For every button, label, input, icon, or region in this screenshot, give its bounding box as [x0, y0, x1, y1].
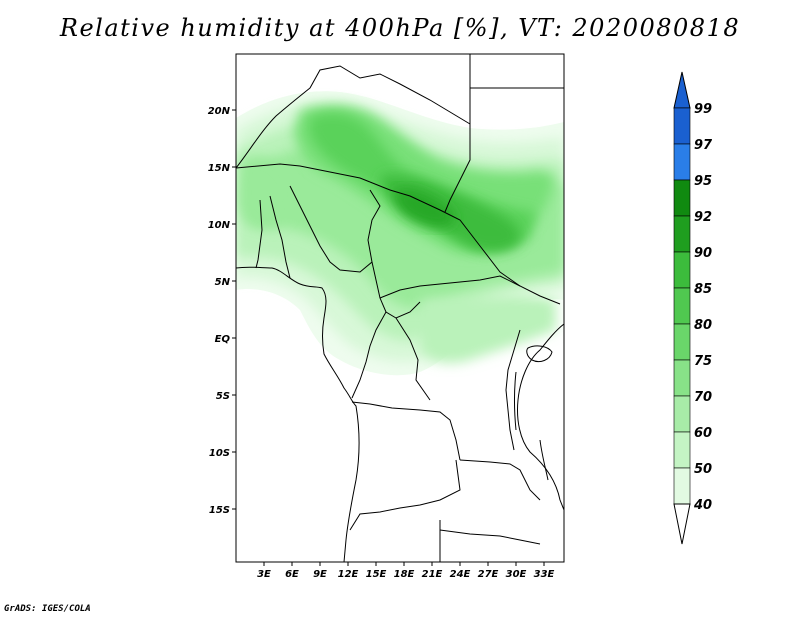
lon-label-21e: 21E [422, 569, 443, 580]
border-west-2 [269, 195, 291, 279]
humidity-shading [236, 91, 564, 376]
east-africa-coast [517, 323, 564, 511]
colorbar-label-85: 85 [694, 282, 712, 297]
colorbar-seg-60 [673, 431, 691, 469]
lon-label-6e: 6E [285, 569, 299, 580]
border-north-3 [444, 124, 471, 213]
colorbar-seg-90 [673, 251, 691, 289]
colorbar-top-arrow [673, 71, 691, 109]
colorbar-label-90: 90 [694, 246, 712, 261]
colorbar-seg-92 [673, 215, 691, 253]
lat-label-20n: 20N [208, 106, 231, 117]
lake-victoria [526, 345, 553, 363]
border-angola-east [349, 459, 461, 531]
colorbar-label-60: 60 [694, 426, 712, 441]
colorbar-seg-70 [673, 395, 691, 433]
border-sahel-west [236, 163, 371, 183]
border-north-1 [236, 65, 471, 169]
lon-label-9e: 9E [313, 569, 327, 580]
colorbar-seg-99 [673, 107, 691, 145]
colorbar-label-40: 40 [693, 498, 712, 513]
lon-label-3e: 3E [257, 569, 271, 580]
grads-credit: GrADS: IGES/COLA [4, 604, 91, 614]
colorbar-seg-80 [673, 323, 691, 361]
lat-label-eq: EQ [215, 334, 231, 345]
colorbar: 99 97 95 92 90 85 80 75 70 60 50 40 [673, 71, 713, 545]
lon-label-27e: 27E [478, 569, 499, 580]
lon-label-12e: 12E [338, 569, 359, 580]
colorbar-label-50: 50 [694, 462, 712, 477]
lon-label-24e: 24E [450, 569, 471, 580]
colorbar-seg-95 [673, 179, 691, 217]
lat-label-5n: 5N [215, 277, 231, 288]
colorbar-seg-50 [673, 467, 691, 505]
lake-malawi [539, 439, 549, 481]
lon-label-15e: 15E [366, 569, 387, 580]
border-drc-east [505, 329, 521, 451]
lat-axis: 20N 15N 10N 5N EQ 5S 10S 15S [208, 106, 236, 516]
border-angola-north [351, 401, 461, 461]
colorbar-label-99: 99 [694, 102, 712, 117]
lon-label-18e: 18E [394, 569, 415, 580]
colorbar-seg-85 [673, 287, 691, 325]
humidity-90-region [394, 188, 455, 227]
lon-label-33e: 33E [534, 569, 555, 580]
lake-tanganyika [514, 371, 517, 431]
border-west-1 [255, 199, 263, 269]
border-congo-1 [351, 311, 387, 399]
border-congo-2 [395, 317, 431, 401]
lat-label-10n: 10N [208, 220, 231, 231]
colorbar-label-97: 97 [694, 138, 713, 153]
map-frame [235, 53, 565, 563]
border-sahel-east [369, 181, 561, 305]
colorbar-seg-75 [673, 359, 691, 397]
border-nigeria [289, 185, 381, 273]
colorbar-label-75: 75 [694, 354, 712, 369]
humidity-tail-region [420, 295, 556, 364]
colorbar-bottom-arrow [673, 503, 691, 545]
lon-label-30e: 30E [506, 569, 527, 580]
border-car [379, 275, 521, 299]
map-title: Relative humidity at 400hPa [%], VT: 202… [59, 14, 741, 42]
lat-label-10s: 10S [209, 448, 230, 459]
lat-label-5s: 5S [216, 391, 230, 402]
lon-axis: 3E 6E 9E 12E 15E 18E 21E 24E 27E 30E 33E [257, 562, 555, 580]
border-south-2 [439, 529, 541, 545]
border-zambia [459, 459, 541, 501]
colorbar-label-70: 70 [694, 390, 712, 405]
atlantic-coastline [236, 266, 360, 562]
humidity-west-region [238, 156, 293, 229]
colorbar-label-95: 95 [694, 174, 712, 189]
map-borders [236, 54, 564, 562]
lat-label-15n: 15N [208, 163, 231, 174]
colorbar-seg-97 [673, 143, 691, 181]
lat-label-15s: 15S [209, 505, 230, 516]
colorbar-label-80: 80 [694, 318, 712, 333]
colorbar-label-92: 92 [694, 210, 712, 225]
